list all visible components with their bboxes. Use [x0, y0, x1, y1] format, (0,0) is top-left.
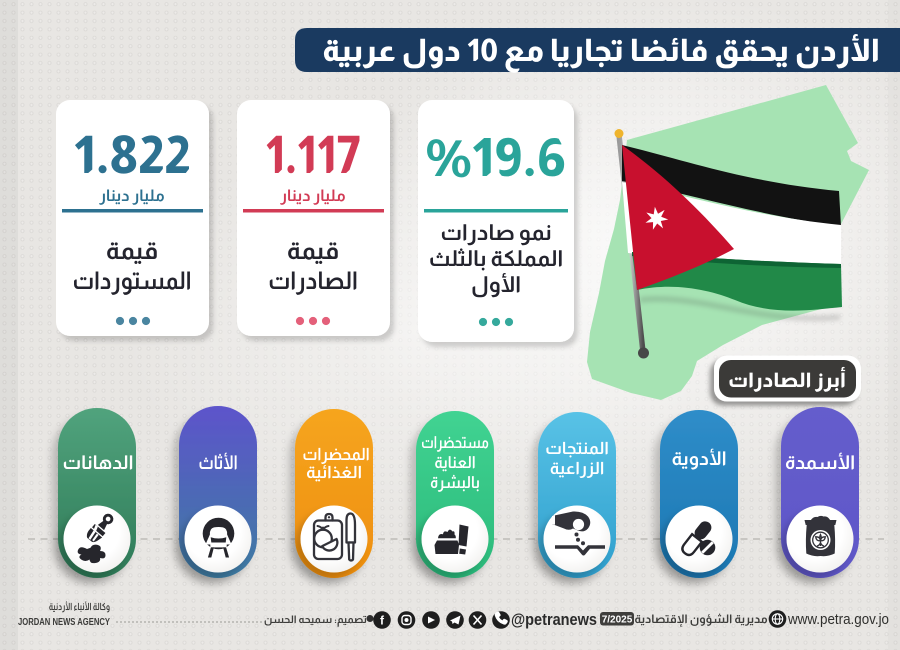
svg-text:www.petra.gov.jo: www.petra.gov.jo: [787, 612, 889, 628]
svg-text:7/2025: 7/2025: [602, 615, 633, 626]
svg-text:JORDAN NEWS AGENCY: JORDAN NEWS AGENCY: [18, 617, 110, 628]
svg-text:@petranews: @petranews: [511, 611, 597, 629]
svg-text:f: f: [380, 614, 385, 628]
